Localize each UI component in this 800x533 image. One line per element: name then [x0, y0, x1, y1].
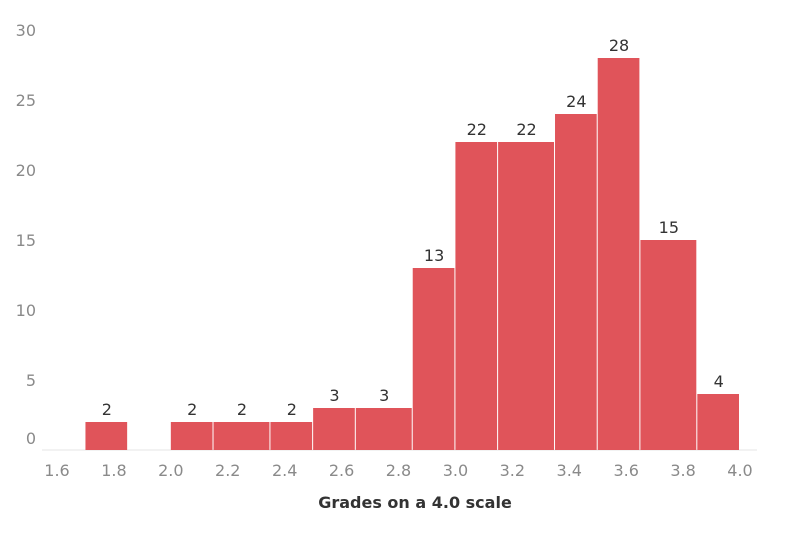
- bar-value-label: 2: [187, 400, 197, 419]
- histogram-bar: [640, 240, 697, 450]
- x-tick-label: 3.4: [557, 461, 582, 480]
- y-tick-label: 25: [16, 91, 36, 110]
- x-tick-label: 1.8: [101, 461, 126, 480]
- x-tick-label: 2.2: [215, 461, 240, 480]
- histogram-bar: [455, 142, 498, 450]
- x-tick-label: 3.8: [670, 461, 695, 480]
- histogram-bar: [355, 408, 412, 450]
- histogram-bar: [313, 408, 355, 450]
- histogram-bar: [412, 268, 455, 450]
- histogram-bar: [213, 422, 270, 450]
- x-tick-label: 2.0: [158, 461, 183, 480]
- histogram-bar: [85, 422, 128, 450]
- bar-value-label: 3: [329, 386, 339, 405]
- bar-value-label: 15: [659, 218, 679, 237]
- bar-value-label: 4: [714, 372, 724, 391]
- x-tick-label: 4.0: [727, 461, 752, 480]
- x-axis: 1.6 1.8 2.0 2.2 2.4 2.6 2.8 3.0 3.2 3.4 3.6 3.8 4.0: [44, 461, 752, 480]
- x-tick-label: 3.6: [613, 461, 638, 480]
- x-tick-label: 3.2: [500, 461, 525, 480]
- y-tick-label: 10: [16, 301, 36, 320]
- bar-value-label: 2: [102, 400, 112, 419]
- y-axis: 0 5 10 15 20 25 30: [16, 21, 36, 448]
- x-tick-label: 2.8: [386, 461, 411, 480]
- x-tick-label: 3.0: [443, 461, 468, 480]
- bar-value-label: 24: [566, 92, 586, 111]
- y-tick-label: 20: [16, 161, 36, 180]
- histogram-bar: [498, 142, 555, 450]
- y-tick-label: 15: [16, 231, 36, 250]
- x-axis-title: Grades on a 4.0 scale: [318, 493, 512, 512]
- histogram-bar: [270, 422, 313, 450]
- bar-value-label: 22: [516, 120, 536, 139]
- y-tick-label: 0: [26, 429, 36, 448]
- bar-value-label: 13: [424, 246, 444, 265]
- x-tick-label: 2.4: [272, 461, 297, 480]
- histogram-bar: [170, 422, 213, 450]
- bar-value-label: 28: [609, 36, 629, 55]
- bar-value-label: 3: [379, 386, 389, 405]
- histogram-bar: [555, 114, 597, 450]
- histogram-bar: [597, 58, 640, 450]
- y-tick-label: 5: [26, 371, 36, 390]
- bar-value-label: 2: [237, 400, 247, 419]
- x-tick-label: 2.6: [329, 461, 354, 480]
- bars: [85, 58, 739, 450]
- y-tick-label: 30: [16, 21, 36, 40]
- histogram-bar: [697, 394, 739, 450]
- x-tick-label: 1.6: [44, 461, 69, 480]
- bar-value-label: 22: [467, 120, 487, 139]
- bar-value-label: 2: [287, 400, 297, 419]
